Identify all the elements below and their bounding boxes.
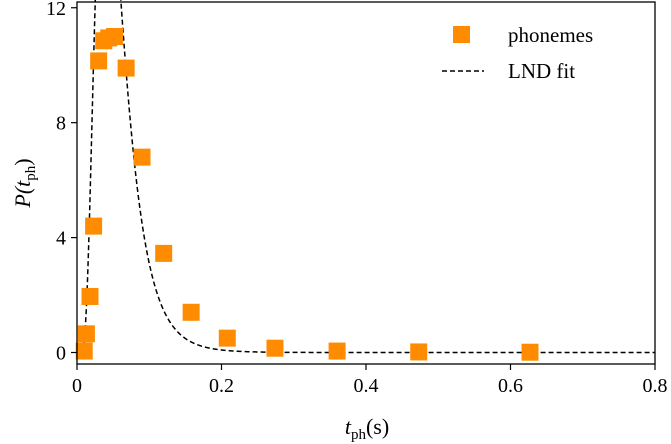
y-tick-label: 8	[56, 113, 66, 135]
x-tick-label: 0	[72, 375, 82, 397]
x-tick-label: 0.6	[498, 375, 523, 397]
legend-label-phonemes: phonemes	[508, 23, 593, 47]
phoneme-point	[328, 342, 346, 360]
data-points-layer	[75, 27, 539, 361]
y-tick-label: 4	[56, 228, 66, 250]
phoneme-point	[521, 343, 539, 361]
fit-line-layer	[79, 0, 655, 354]
y-axis: 0 4 8 12	[46, 0, 77, 365]
legend-marker-phonemes	[453, 26, 470, 43]
legend: phonemes LND fit	[442, 23, 593, 83]
x-tick-label: 0.2	[209, 375, 234, 397]
x-axis-label: tph(s)	[345, 414, 389, 443]
x-axis: 0 0.2 0.4 0.6 0.8	[72, 364, 668, 397]
phoneme-point	[75, 342, 93, 360]
x-tick-label: 0.4	[354, 375, 379, 397]
y-tick-label: 0	[56, 343, 66, 365]
y-tick-label: 12	[46, 0, 66, 20]
phoneme-point	[81, 287, 99, 305]
phoneme-point	[106, 27, 124, 45]
phoneme-point	[90, 52, 108, 70]
phoneme-point	[155, 244, 173, 262]
y-axis-label: P(tph)	[10, 158, 39, 208]
phoneme-point	[117, 59, 135, 77]
phoneme-point	[133, 148, 151, 166]
phoneme-point	[182, 303, 200, 321]
x-tick-label: 0.8	[643, 375, 668, 397]
lnd-fit-line	[79, 0, 655, 354]
phoneme-point	[77, 325, 95, 343]
phoneme-point	[266, 339, 284, 357]
phoneme-point	[218, 329, 236, 347]
legend-label-lnd-fit: LND fit	[508, 59, 575, 83]
plot-frame	[76, 1, 656, 365]
phoneme-point	[410, 343, 428, 361]
phoneme-point	[85, 217, 103, 235]
